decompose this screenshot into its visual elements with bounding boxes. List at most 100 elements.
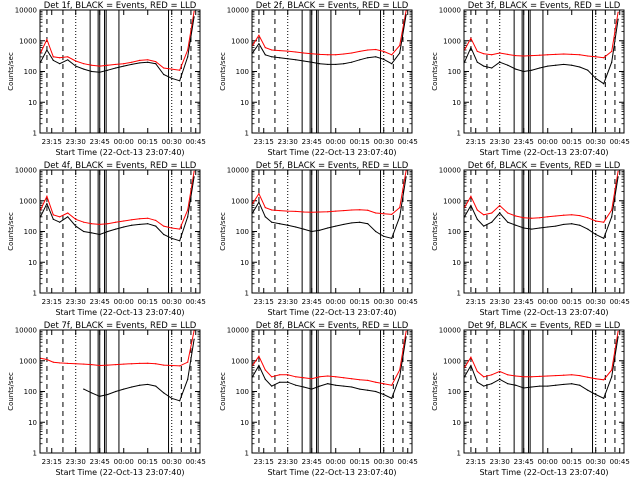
lld-point [531,217,533,219]
events-point [107,230,109,233]
events-point [67,216,69,218]
lld-point [171,227,173,229]
lld-point [139,218,141,220]
events-point [343,385,345,387]
lld-point [123,363,125,365]
lld-point [187,361,189,363]
plot-frame [251,329,413,454]
lld-point [67,56,69,58]
events-point [539,227,541,229]
lld-point [107,64,109,66]
lld-point [359,209,361,211]
events-point [107,69,109,71]
lld-point [476,209,478,211]
x-axis-label: Start Time (22-Oct-13 23:07:40) [55,308,184,317]
lld-point [46,358,48,361]
lld-point [155,60,157,63]
x-tick-label: 00:30 [162,458,182,466]
plot-frame [39,169,201,294]
events-point [375,230,377,233]
events-point [67,59,69,61]
events-point [351,222,353,224]
lld-point [295,51,297,53]
events-point [491,221,493,223]
events-point [187,216,189,218]
lld-point [351,209,353,211]
lld-point [611,50,613,53]
x-tick-label: 00:45 [610,458,630,466]
x-tick-label: 23:30 [490,458,510,466]
x-tick-label: 00:00 [326,458,346,466]
lld-point [303,52,305,54]
events-point [383,235,385,237]
lld-point [507,374,509,376]
events-series-line [252,14,407,65]
lld-point [319,211,321,213]
events-point [547,385,549,387]
events-point [343,63,345,65]
x-tick-label: 00:30 [162,138,182,146]
lld-point [383,50,385,53]
x-tick-label: 23:45 [302,458,322,466]
x-tick-label: 00:45 [398,298,418,306]
x-tick-label: 23:45 [514,138,534,146]
y-tick-label: 10 [240,259,249,267]
events-point [91,232,93,234]
lld-point [563,374,565,376]
plot-frame [251,169,413,294]
lld-point [539,375,541,377]
lld-point [107,223,109,225]
x-tick-label: 00:15 [562,458,582,466]
events-point [499,378,501,380]
events-point [131,63,133,66]
events-point [391,237,393,239]
lld-point [319,53,321,55]
y-tick-label: 1000 [231,357,249,365]
lld-point [67,212,69,214]
events-point [539,385,541,387]
lld-point [483,214,485,216]
x-tick-label: 23:45 [90,298,110,306]
detector-panel-8: Det 8f, BLACK = Events, RED = LLD Counts/… [219,321,418,477]
x-tick-label: 00:30 [586,138,606,146]
events-point [327,63,329,66]
events-point [531,228,533,230]
events-point [571,383,573,385]
panel-title: Det 2f, BLACK = Events, RED = LLD [256,1,409,11]
x-tick-label: 00:30 [586,458,606,466]
events-point [163,233,165,236]
lld-point [264,206,266,209]
lld-series-line [40,171,195,230]
lld-point [171,68,173,70]
events-point [311,388,313,390]
lld-point [52,361,54,363]
events-point [491,67,493,69]
events-point [264,54,266,56]
events-point [483,225,485,227]
x-tick-label: 00:45 [398,458,418,466]
detector-panel-9: Det 9f, BLACK = Events, RED = LLD Counts/… [431,321,630,477]
plot-frame [39,329,201,454]
events-point [539,67,541,69]
y-axis-label: Counts/sec [7,372,15,411]
y-tick-label: 10000 [15,167,37,175]
x-tick-label: 00:00 [538,138,558,146]
x-axis-label: Start Time (22-Oct-13 23:07:40) [267,308,396,317]
y-tick-label: 1 [457,130,461,138]
y-tick-label: 100 [236,68,249,76]
events-point [611,376,613,378]
lld-point [547,216,549,218]
lld-point [287,50,289,52]
panel-title: Det 8f, BLACK = Events, RED = LLD [256,321,409,331]
y-tick-label: 1000 [231,197,249,205]
lld-point [139,362,141,365]
x-tick-label: 00:00 [326,138,346,146]
y-tick-label: 100 [24,388,37,396]
events-point [115,390,117,393]
events-point [155,225,157,227]
y-tick-label: 10000 [439,7,461,15]
x-tick-label: 00:30 [374,298,394,306]
events-point [139,384,141,386]
events-point [499,61,501,63]
